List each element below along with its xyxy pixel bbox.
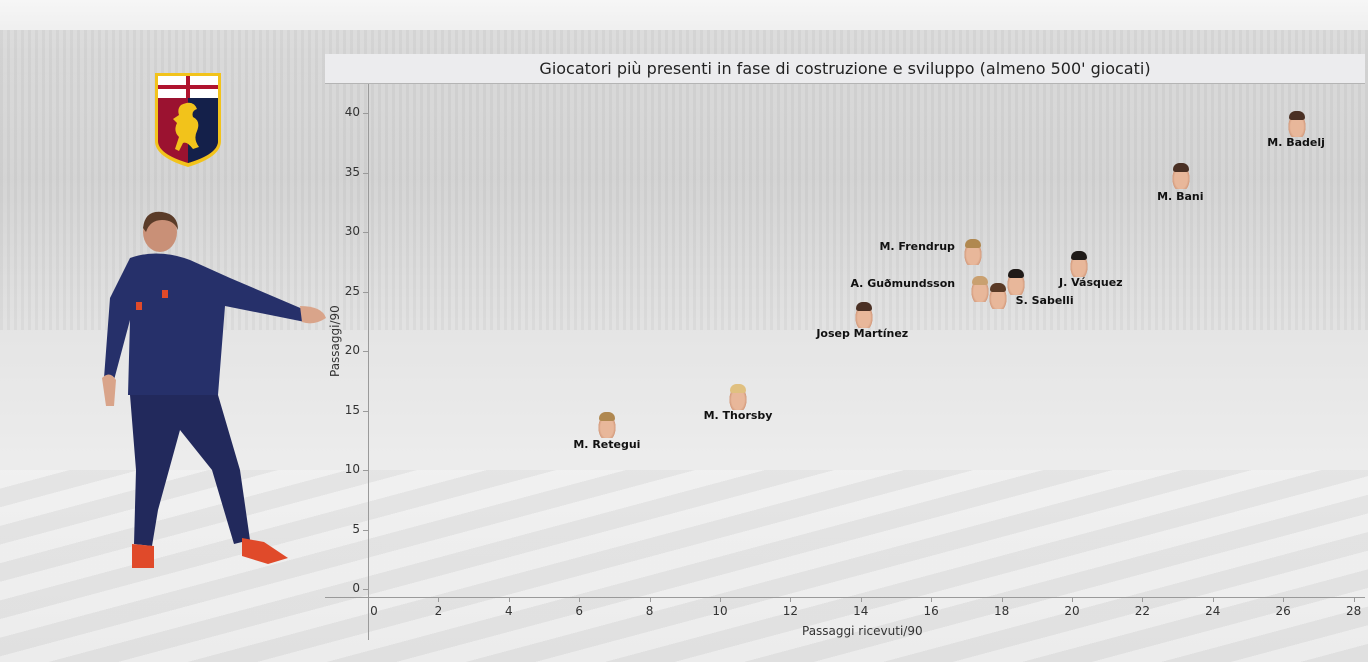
player-face-marker[interactable] (988, 283, 1009, 310)
player-face-marker[interactable] (1171, 163, 1192, 190)
player-label: M. Bani (1157, 190, 1204, 204)
y-tick (363, 291, 368, 293)
player-label: M. Frendrup (879, 240, 955, 254)
x-tick (508, 597, 510, 602)
x-tick-label: 2 (434, 604, 443, 618)
player-face-marker[interactable] (970, 276, 991, 303)
player-face-marker[interactable] (1287, 110, 1308, 137)
y-tick-label: 40 (344, 105, 360, 119)
y-tick-label: 25 (344, 283, 360, 298)
player-label: A. Guðmundsson (850, 277, 956, 291)
y-tick (363, 113, 368, 114)
y-tick (363, 589, 368, 590)
x-tick-label: 10 (712, 604, 728, 618)
x-tick-label: 18 (993, 604, 1010, 618)
x-tick-label: 26 (1275, 604, 1291, 618)
player-label: Josep Martínez (816, 327, 909, 341)
x-tick (1353, 597, 1355, 602)
y-tick-label: 30 (344, 224, 360, 238)
x-tick (438, 597, 440, 602)
x-tick-label: 22 (1134, 604, 1151, 618)
y-tick (363, 470, 368, 471)
x-tick-label: 0 (370, 604, 378, 618)
x-tick (368, 597, 369, 602)
player-label: M. Retegui (573, 437, 641, 451)
y-tick (363, 351, 368, 352)
x-tick (1001, 597, 1003, 602)
x-tick-label: 14 (853, 604, 869, 618)
x-tick-label: 28 (1345, 604, 1362, 618)
y-tick-label: 20 (344, 343, 360, 357)
x-tick (720, 597, 721, 602)
y-tick-label: 35 (344, 164, 360, 179)
x-axis-line (325, 597, 1365, 598)
x-tick (790, 597, 792, 602)
player-face-marker[interactable] (1005, 268, 1026, 295)
x-tick (860, 597, 862, 602)
player-label: M. Badelj (1267, 135, 1325, 149)
player-face-marker[interactable] (963, 239, 984, 266)
player-label: S. Sabelli (1015, 293, 1074, 307)
x-tick-label: 6 (575, 604, 583, 618)
coach-photo (102, 211, 326, 568)
player-face-marker[interactable] (1069, 251, 1090, 278)
x-tick-label: 12 (782, 604, 799, 618)
y-tick-label: 15 (344, 402, 360, 417)
x-tick (1283, 597, 1285, 602)
y-tick (363, 232, 368, 233)
player-face-marker[interactable] (597, 411, 618, 438)
player-face-marker[interactable] (854, 302, 875, 329)
player-label: J. Vásquez (1059, 276, 1123, 290)
y-tick-label: 5 (352, 521, 360, 536)
x-tick-label: 24 (1205, 604, 1221, 618)
genoa-crest-icon (155, 73, 221, 167)
x-tick (1142, 597, 1144, 602)
x-axis-title: Passaggi ricevuti/90 (802, 624, 923, 638)
chart-title: Giocatori più presenti in fase di costru… (325, 54, 1365, 84)
x-tick (1212, 597, 1214, 602)
x-tick (1072, 597, 1073, 602)
y-tick (363, 172, 368, 174)
y-tick-label: 0 (352, 581, 360, 595)
player-face-marker[interactable] (727, 384, 748, 411)
x-tick-label: 20 (1064, 604, 1080, 618)
x-tick (579, 597, 581, 602)
x-tick-label: 8 (645, 604, 654, 618)
y-axis-line (368, 84, 369, 640)
y-tick (363, 410, 368, 412)
x-tick (649, 597, 651, 602)
player-label: M. Thorsby (703, 409, 773, 423)
y-axis-title: Passaggi/90 (328, 305, 342, 377)
x-tick-label: 4 (504, 604, 513, 618)
y-tick (363, 529, 368, 531)
y-tick-label: 10 (344, 462, 360, 476)
x-tick (931, 597, 933, 602)
x-tick-label: 16 (923, 604, 939, 618)
